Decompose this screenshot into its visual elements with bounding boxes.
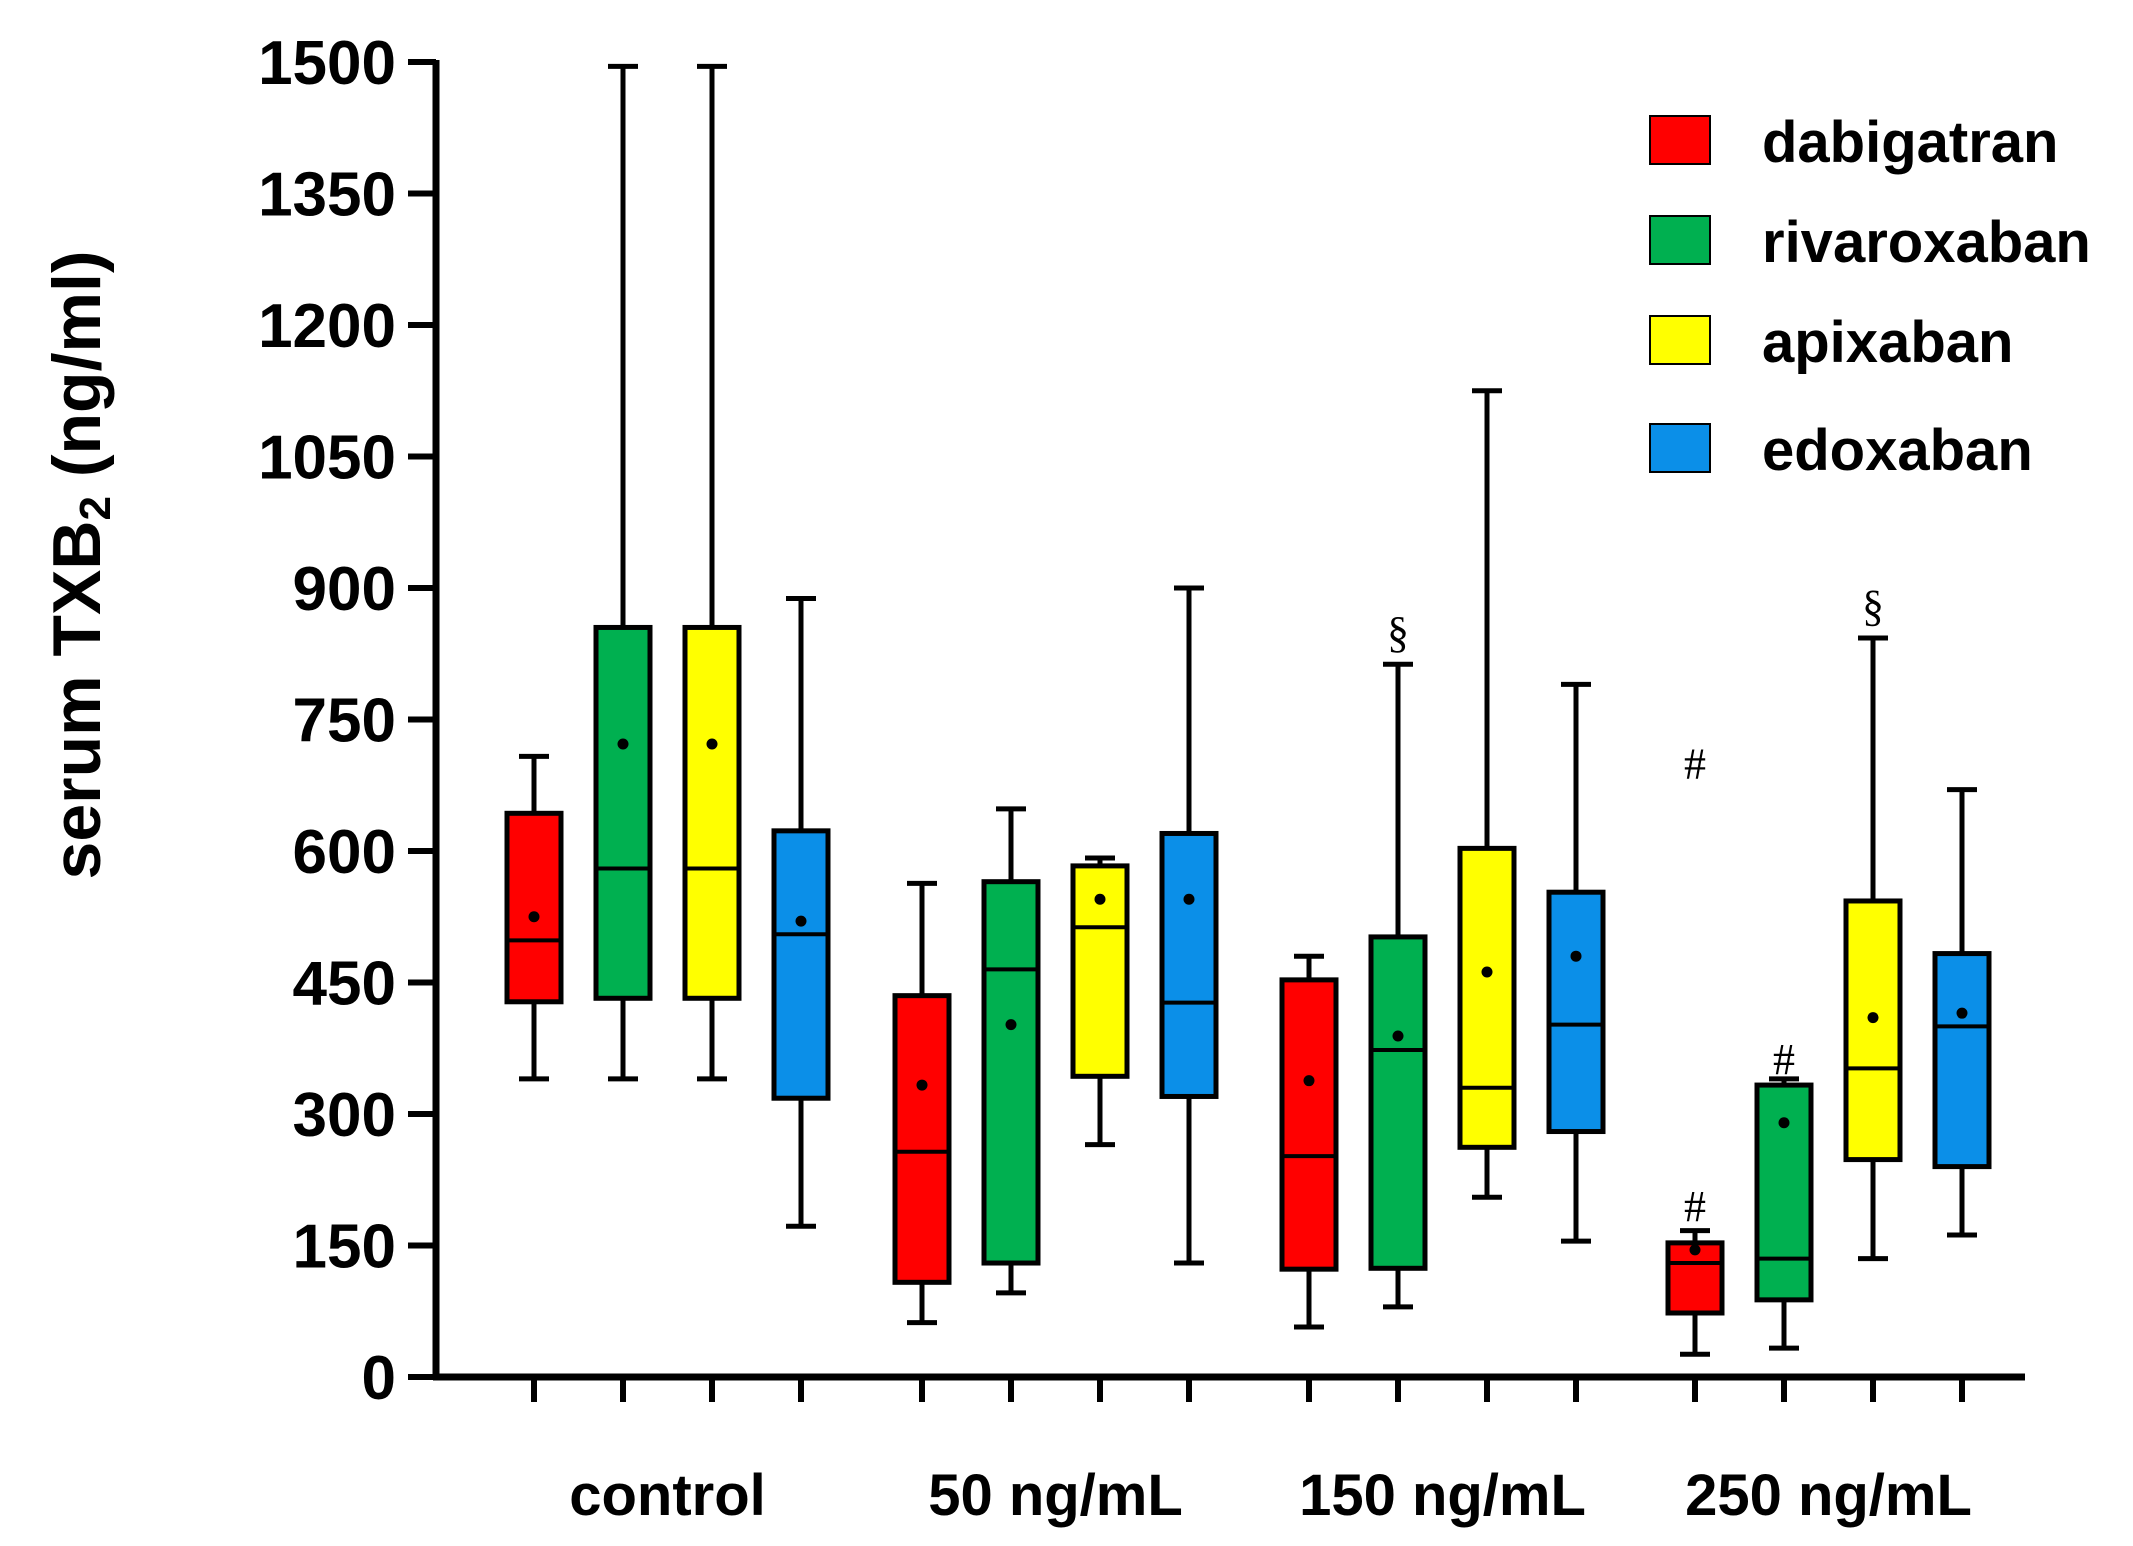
legend-swatch-dabigatran bbox=[1649, 115, 1711, 165]
legend: dabigatran rivaroxaban apixaban edoxaban bbox=[1649, 110, 2091, 483]
y-tick-label-1500: 1500 bbox=[258, 29, 396, 98]
y-axis-title-subscript: 2 bbox=[71, 496, 120, 520]
legend-swatch-apixaban bbox=[1649, 315, 1711, 365]
box-body bbox=[504, 810, 564, 1005]
box-body bbox=[892, 993, 952, 1285]
box-body bbox=[1546, 889, 1606, 1135]
y-tick-label-0: 0 bbox=[362, 1344, 396, 1413]
series-edoxaban bbox=[771, 585, 1992, 1266]
box-body bbox=[1843, 898, 1903, 1163]
legend-swatch-edoxaban bbox=[1649, 423, 1711, 473]
box-apixaban-1 bbox=[1070, 855, 1130, 1148]
box-apixaban-2 bbox=[1457, 388, 1517, 1200]
y-tick-label-750: 750 bbox=[293, 687, 396, 756]
legend-label-dabigatran: dabigatran bbox=[1762, 110, 2059, 175]
box-edoxaban-2 bbox=[1546, 681, 1606, 1244]
box-edoxaban-3 bbox=[1932, 787, 1992, 1238]
annotation-1: § bbox=[1862, 582, 1884, 631]
x-category-label-2: 150 ng/mL bbox=[1299, 1463, 1586, 1528]
box-series bbox=[504, 63, 1992, 1357]
mean-point bbox=[1303, 1075, 1315, 1087]
y-axis-title-unit: (ng/ml) bbox=[39, 251, 115, 497]
y-axis-title-main: serum TXB bbox=[39, 521, 115, 880]
y-tick-label-900: 900 bbox=[293, 555, 396, 624]
box-body bbox=[1665, 1240, 1725, 1316]
box-rivaroxaban-1 bbox=[981, 806, 1041, 1296]
mean-point bbox=[1481, 966, 1493, 978]
x-category-label-3: 250 ng/mL bbox=[1685, 1463, 1972, 1528]
mean-point bbox=[1392, 1030, 1404, 1042]
box-body bbox=[682, 624, 742, 1001]
box-dabigatran-3 bbox=[1665, 1228, 1725, 1357]
mean-point bbox=[706, 738, 718, 750]
mean-point bbox=[1778, 1117, 1790, 1129]
box-dabigatran-0 bbox=[504, 753, 564, 1082]
x-category-label-0: control bbox=[569, 1463, 766, 1528]
box-body bbox=[1279, 977, 1339, 1272]
series-apixaban bbox=[682, 63, 1903, 1262]
box-rivaroxaban-3 bbox=[1754, 1076, 1814, 1351]
box-edoxaban-1 bbox=[1159, 585, 1219, 1266]
axes: 0 150 300 450 600 750 900 1050 1200 1350 1500 contr… bbox=[258, 29, 2025, 1528]
annotation-4: # bbox=[1773, 1035, 1795, 1084]
legend-swatch-rivaroxaban bbox=[1649, 215, 1711, 265]
box-body bbox=[981, 879, 1041, 1266]
y-axis-title: serum TXB2 (ng/ml) bbox=[39, 251, 120, 880]
mean-point bbox=[1183, 893, 1195, 905]
legend-label-rivaroxaban: rivaroxaban bbox=[1762, 210, 2091, 275]
series-dabigatran bbox=[504, 753, 1725, 1357]
box-body bbox=[1368, 934, 1428, 1271]
box-body bbox=[1457, 845, 1517, 1150]
y-tick-label-1200: 1200 bbox=[258, 292, 396, 361]
annotation-3: # bbox=[1684, 1182, 1706, 1231]
legend-label-edoxaban: edoxaban bbox=[1762, 418, 2033, 483]
mean-point bbox=[916, 1079, 928, 1091]
annotation-0: § bbox=[1387, 608, 1409, 657]
mean-point bbox=[1094, 893, 1106, 905]
series-rivaroxaban bbox=[593, 63, 1814, 1351]
box-apixaban-0 bbox=[682, 63, 742, 1082]
box-body bbox=[1754, 1082, 1814, 1303]
y-tick-label-450: 450 bbox=[293, 950, 396, 1019]
y-tick-label-300: 300 bbox=[293, 1081, 396, 1150]
mean-point bbox=[1689, 1244, 1701, 1256]
mean-point bbox=[1570, 950, 1582, 962]
y-tick-label-150: 150 bbox=[293, 1213, 396, 1282]
mean-point bbox=[1867, 1012, 1879, 1024]
mean-point bbox=[617, 738, 629, 750]
box-rivaroxaban-2 bbox=[1368, 661, 1428, 1310]
mean-point bbox=[795, 915, 807, 927]
box-rivaroxaban-0 bbox=[593, 63, 653, 1082]
box-body bbox=[1932, 951, 1992, 1170]
annotation-2: # bbox=[1684, 739, 1706, 788]
box-body bbox=[771, 828, 831, 1101]
box-dabigatran-2 bbox=[1279, 953, 1339, 1330]
mean-point bbox=[1956, 1007, 1968, 1019]
y-tick-label-1350: 1350 bbox=[258, 161, 396, 230]
y-tick-label-1050: 1050 bbox=[258, 424, 396, 493]
box-body bbox=[593, 624, 653, 1001]
box-edoxaban-0 bbox=[771, 596, 831, 1229]
box-body bbox=[1159, 830, 1219, 1099]
x-category-label-1: 50 ng/mL bbox=[928, 1463, 1183, 1528]
mean-point bbox=[1005, 1019, 1017, 1031]
y-tick-label-600: 600 bbox=[293, 818, 396, 887]
box-apixaban-3 bbox=[1843, 635, 1903, 1262]
box-dabigatran-1 bbox=[892, 880, 952, 1326]
legend-label-apixaban: apixaban bbox=[1762, 310, 2013, 375]
significance-annotations: § § # # # bbox=[1387, 582, 1884, 1232]
mean-point bbox=[528, 911, 540, 923]
